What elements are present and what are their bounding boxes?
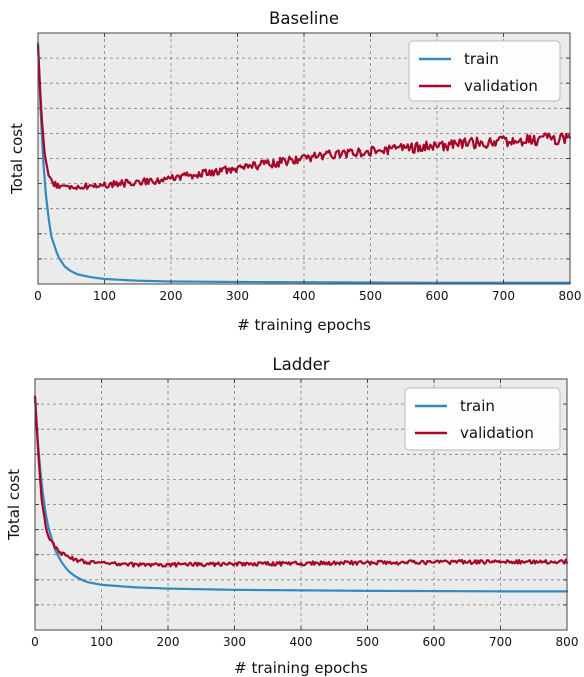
x-tick-label: 500 (356, 635, 379, 649)
x-tick-label: 600 (423, 635, 446, 649)
series-line-validation (36, 44, 572, 191)
legend: train validation (404, 387, 561, 451)
x-tick-label: 500 (359, 289, 382, 303)
x-axis-label: # training epochs (234, 659, 368, 677)
x-tick-label: 100 (93, 289, 116, 303)
x-tick-label: 400 (293, 289, 316, 303)
x-tick-label: 100 (90, 635, 113, 649)
x-tick-label: 400 (290, 635, 313, 649)
x-tick-label: 0 (31, 635, 39, 649)
y-axis-label: Total cost (8, 123, 26, 195)
x-tick-label: 700 (489, 635, 512, 649)
chart-title: Baseline (269, 9, 339, 28)
x-tick-label: 700 (492, 289, 515, 303)
legend-box (404, 387, 561, 451)
chart-title: Ladder (272, 355, 329, 374)
series-line-validation (33, 395, 569, 568)
ladder-chart: 0 100 200 300 400 500 600 700 800 Ladder # trainin… (5, 355, 578, 677)
x-tick-label: 800 (559, 289, 582, 303)
y-axis-label: Total cost (5, 469, 23, 541)
x-tick-label: 200 (160, 289, 183, 303)
legend-label-train: train (460, 397, 495, 415)
legend: train validation (408, 40, 561, 102)
baseline-chart: 0 100 200 300 400 500 600 700 800 Baseline # train… (8, 9, 581, 334)
x-axis-label: # training epochs (237, 316, 371, 334)
legend-label-train: train (464, 50, 499, 68)
series-line-train (33, 395, 569, 593)
x-tick-label: 200 (157, 635, 180, 649)
legend-label-validation: validation (464, 77, 538, 95)
x-tick-label: 0 (34, 289, 42, 303)
x-tick-label: 300 (226, 289, 249, 303)
x-tick-label: 300 (223, 635, 246, 649)
legend-label-validation: validation (460, 424, 534, 442)
x-tick-label: 600 (426, 289, 449, 303)
x-tick-label: 800 (556, 635, 579, 649)
